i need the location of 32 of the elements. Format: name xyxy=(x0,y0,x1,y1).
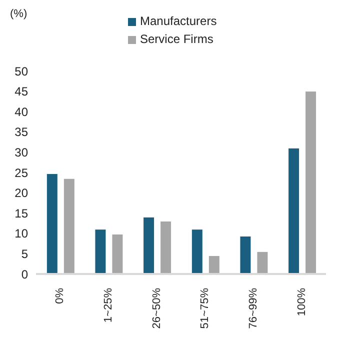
y-tick-label: 10 xyxy=(14,226,28,241)
y-tick-label: 25 xyxy=(14,166,28,180)
y-tick-label: 35 xyxy=(14,125,28,140)
y-axis-title: (%) xyxy=(10,8,28,20)
bar xyxy=(160,220,172,274)
bar xyxy=(208,255,220,274)
x-tick-label: 0% xyxy=(54,288,66,304)
bar xyxy=(94,229,106,274)
bar xyxy=(46,173,58,274)
bar xyxy=(240,236,252,274)
bar xyxy=(191,229,203,274)
y-tick-label: 5 xyxy=(21,246,28,261)
bar xyxy=(305,91,317,274)
x-tick-label: 1~25% xyxy=(102,288,114,323)
y-tick-label: 50 xyxy=(14,64,28,78)
legend-label: Service Firms xyxy=(140,32,214,46)
legend-label: Manufacturers xyxy=(140,14,217,28)
x-tick-label: 51~75% xyxy=(199,288,212,329)
y-tick-label: 30 xyxy=(14,145,28,160)
bar xyxy=(143,216,155,274)
x-tick-label: 100% xyxy=(296,288,308,316)
y-tick-label: 40 xyxy=(14,104,28,119)
y-tick-label: 15 xyxy=(14,206,28,220)
x-tick-label: 26~50% xyxy=(150,288,163,329)
y-tick-label: 45 xyxy=(14,84,28,99)
bar xyxy=(63,178,75,274)
bar xyxy=(256,251,268,274)
y-tick-label: 20 xyxy=(14,186,28,200)
y-tick-label: 0 xyxy=(21,267,28,282)
x-tick-label: 76~99% xyxy=(248,288,260,329)
bar xyxy=(288,148,300,274)
bar xyxy=(112,234,124,274)
